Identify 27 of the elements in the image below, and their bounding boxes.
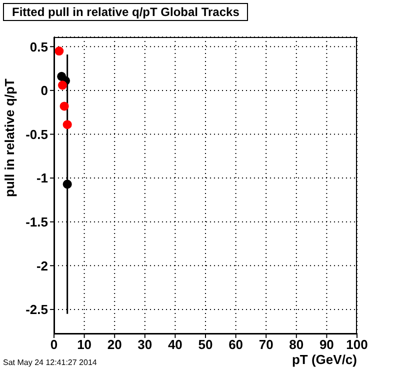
y-tick-label: -2 — [36, 258, 48, 274]
x-tick-label: 30 — [138, 337, 152, 352]
x-tick-label: 80 — [289, 337, 304, 352]
x-tick-label: 70 — [258, 337, 274, 352]
x-tick-label: 10 — [77, 337, 92, 352]
y-tick-label: -2.5 — [26, 302, 48, 318]
x-tick-label: 50 — [198, 337, 213, 352]
y-tick-label: -0.5 — [26, 126, 48, 142]
point — [62, 120, 72, 130]
x-tick-label: 40 — [168, 337, 182, 352]
y-axis-title: pull in relative q/pT — [2, 78, 17, 197]
point — [58, 80, 67, 90]
y-tick-label: 0.5 — [30, 39, 48, 54]
x-tick-label: 20 — [107, 337, 122, 352]
point — [60, 102, 69, 111]
x-axis-title: pT (GeV/c) — [292, 352, 357, 367]
text: Sat May 24 12:41:27 2014 — [3, 358, 97, 367]
point — [62, 180, 72, 189]
x-tick-label: 90 — [319, 337, 334, 352]
chart-title: Fitted pull in relative q/pT Global Tracks — [3, 3, 248, 21]
x-tick-label: 100 — [346, 337, 368, 352]
y-tick-label: 0 — [40, 83, 48, 98]
point — [54, 46, 64, 56]
y-tick-label: -1.5 — [26, 214, 48, 230]
x-tick-label: 0 — [50, 337, 58, 352]
x-tick-label: 60 — [228, 337, 244, 352]
y-tick-label: -1 — [36, 170, 48, 186]
